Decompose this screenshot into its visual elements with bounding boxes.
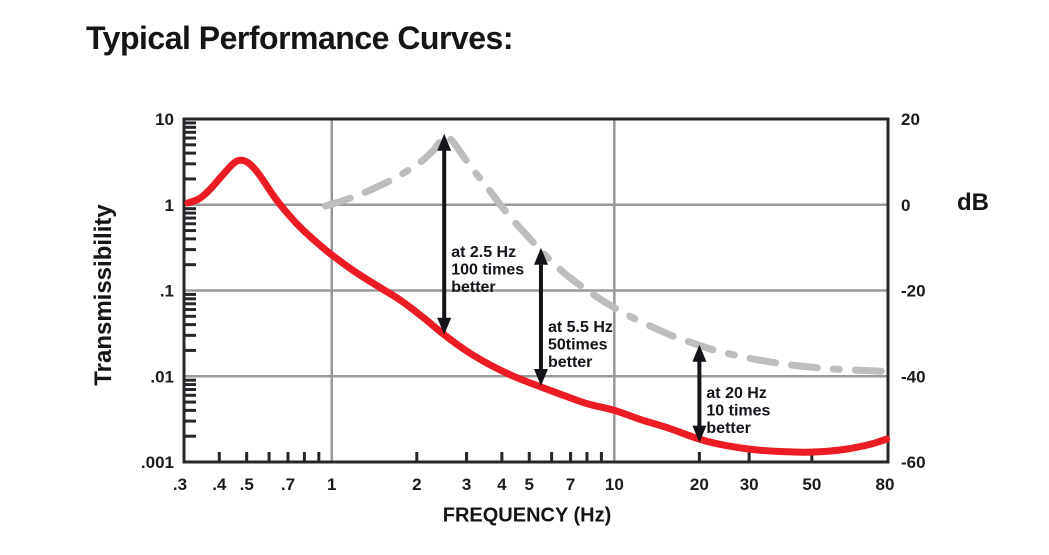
annotation-line: at 5.5 Hz bbox=[548, 319, 613, 336]
y-tick-label: .001 bbox=[141, 453, 174, 472]
annotation-line: 50times bbox=[548, 336, 608, 353]
db-tick-label: -40 bbox=[901, 367, 926, 386]
x-tick-label: .7 bbox=[281, 475, 295, 494]
x-tick-label: 7 bbox=[566, 475, 575, 494]
arrow-head-down bbox=[692, 425, 707, 443]
x-tick-label: .3 bbox=[173, 475, 187, 494]
x-tick-label: 80 bbox=[876, 475, 895, 494]
x-tick-label: 4 bbox=[497, 475, 507, 494]
annotation-line: 10 times bbox=[706, 402, 770, 419]
y-tick-label: 1 bbox=[165, 196, 174, 215]
annotation-line: better bbox=[548, 354, 592, 371]
db-tick-label: 20 bbox=[901, 110, 920, 129]
x-tick-label: .4 bbox=[212, 475, 227, 494]
plot-border bbox=[182, 117, 890, 464]
arrow-head-down bbox=[437, 317, 452, 335]
annotation-line: better bbox=[451, 279, 495, 296]
annotation-line: at 20 Hz bbox=[706, 385, 766, 402]
isolated-system-red-curve bbox=[184, 156, 891, 456]
annotation-line: better bbox=[706, 420, 750, 437]
x-tick-label: 20 bbox=[690, 475, 709, 494]
x-tick-label: 2 bbox=[412, 475, 421, 494]
arrow-head-up bbox=[533, 247, 548, 265]
y-tick-label: .1 bbox=[160, 282, 174, 301]
arrow-head-up bbox=[692, 344, 707, 362]
annotation-line: 100 times bbox=[451, 261, 524, 278]
x-tick-label: .5 bbox=[240, 475, 254, 494]
conventional-system-gray-curve bbox=[322, 132, 891, 375]
x-tick-label: 1 bbox=[327, 475, 336, 494]
arrow-head-down bbox=[533, 368, 548, 386]
x-tick-label: 50 bbox=[802, 475, 821, 494]
arrow-head-up bbox=[437, 133, 452, 151]
db-tick-label: -20 bbox=[901, 282, 926, 301]
x-tick-label: 30 bbox=[740, 475, 759, 494]
y-tick-label: .01 bbox=[150, 367, 174, 386]
y-tick-label: 10 bbox=[155, 110, 174, 129]
x-tick-label: 10 bbox=[605, 475, 624, 494]
chart-title: Typical Performance Curves: bbox=[86, 20, 513, 56]
x-tick-label: 3 bbox=[462, 475, 471, 494]
db-axis-label: dB bbox=[957, 189, 989, 216]
db-tick-label: 0 bbox=[901, 196, 910, 215]
db-tick-label: -60 bbox=[901, 453, 926, 472]
x-axis-label: FREQUENCY (Hz) bbox=[442, 504, 612, 527]
x-tick-label: 5 bbox=[525, 475, 534, 494]
annotation-line: at 2.5 Hz bbox=[451, 244, 516, 261]
